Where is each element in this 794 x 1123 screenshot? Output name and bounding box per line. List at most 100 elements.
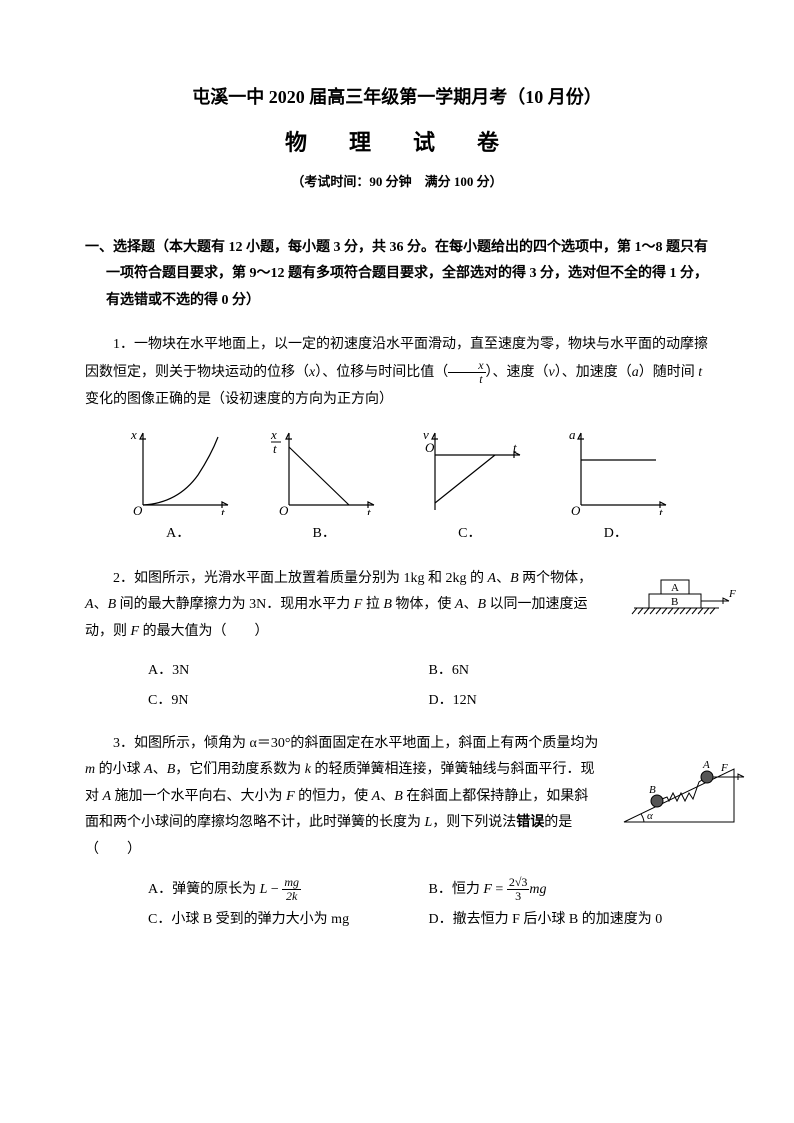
q1c-o: O [425, 440, 435, 455]
q3-fig-b: B [649, 784, 656, 796]
q1-opt-b: B． [313, 521, 336, 548]
q3-B: B [167, 762, 176, 777]
q1b-o: O [279, 503, 289, 515]
q1-e: ）随时间 [639, 365, 699, 380]
q1-opt-a: A． [166, 521, 190, 548]
q2-B: B [510, 571, 519, 586]
q3b-F: F [483, 882, 492, 897]
q3-text: 3．如图所示，倾角为 α＝30°的斜面固定在水平地面上，斜面上有两个质量均为 m… [85, 731, 709, 864]
q1d-ylabel: a [569, 427, 576, 442]
q3-j: ，则下列说法 [432, 815, 516, 830]
q1-frac-den: t [448, 373, 485, 386]
q1-options: A． B． C． D． [105, 521, 689, 548]
q1-opt-c: C． [458, 521, 481, 548]
q1c-xlabel: t [513, 440, 517, 455]
q3-opt-a: A．弹簧的原长为 L − mg2k [148, 876, 429, 904]
q3-g: 的恒力，使 [295, 789, 372, 804]
header-info: （考试时间：90 分钟 满分 100 分） [85, 170, 709, 195]
q2-d: 、 [94, 597, 108, 612]
q3b-den: 3 [507, 890, 530, 903]
q1-d: ）、加速度（ [555, 365, 632, 380]
q2-A: A [488, 571, 497, 586]
q3-A2: A [103, 789, 112, 804]
q2-opt-b: B．6N [429, 658, 710, 685]
q2-opts-row2: C．9N D．12N [148, 688, 709, 715]
q2-figure: A B F [629, 572, 739, 627]
q2-F2: F [131, 624, 140, 639]
q3a-num: mg [282, 876, 301, 890]
q2-text: 2．如图所示，光滑水平面上放置着质量分别为 1kg 和 2kg 的 A、B 两个… [85, 566, 709, 646]
q2-opt-a: A．3N [148, 658, 429, 685]
q2-B4: B [477, 597, 486, 612]
q1-a2: a [632, 365, 639, 380]
q2-opt-d: D．12N [429, 688, 710, 715]
q2-e: 间的最大静摩擦力为 3N．现用水平力 [116, 597, 354, 612]
q3-err: 错误 [516, 815, 544, 830]
section1-heading: 一、选择题（本大题有 12 小题，每小题 3 分，共 36 分。在每小题给出的四… [85, 235, 709, 315]
q3b-pre: B．恒力 [429, 882, 484, 897]
q3-opt-d: D．撤去恒力 F 后小球 B 的加速度为 0 [429, 907, 710, 934]
q3-opt-b: B．恒力 F = 2√33mg [429, 876, 710, 904]
q1-f: 变化的图像正确的是（设初速度的方向为正方向） [85, 392, 393, 407]
q3-c: 、 [153, 762, 167, 777]
q2-fig-b: B [671, 596, 678, 608]
q2-j: 的最大值为（ ） [139, 624, 269, 639]
q2-b: 、 [496, 571, 510, 586]
q1-c: ）、速度（ [486, 365, 549, 380]
q1a-xlabel: t [221, 505, 225, 515]
q3a-minus: − [267, 882, 282, 897]
q3-b: 的小球 [95, 762, 144, 777]
q1d-xlabel: t [659, 505, 663, 515]
q1-charts: x O t x t O t v O t a O t [105, 425, 689, 515]
q2-opts-row1: A．3N B．6N [148, 658, 709, 685]
q1-frac-num: x [448, 359, 485, 373]
header-title: 屯溪一中 2020 届高三年级第一学期月考（10 月份） [85, 80, 709, 114]
q2-h: 、 [463, 597, 477, 612]
q3-fig-f: F [720, 762, 728, 774]
q3b-mg: mg [529, 882, 546, 897]
q1-chart-d: a O t [561, 425, 671, 515]
q1-chart-b: x t O t [269, 425, 379, 515]
q3-A: A [144, 762, 153, 777]
q2-opt-c: C．9N [148, 688, 429, 715]
q2-f: 拉 [362, 597, 383, 612]
q3-figure: A B F α [619, 757, 749, 832]
q2-g: 物体，使 [392, 597, 455, 612]
q3b-num: 2√3 [507, 876, 530, 890]
q3-a: 3．如图所示，倾角为 α＝30°的斜面固定在水平地面上，斜面上有两个质量均为 [113, 736, 598, 751]
q1-t: t [698, 365, 702, 380]
q1-b: ）、位移与时间比值（ [315, 365, 448, 380]
q3-h: 、 [380, 789, 394, 804]
q1-chart-c: v O t [415, 425, 525, 515]
q1a-ylabel: x [130, 427, 137, 442]
q3-f: 施加一个水平向右、大小为 [111, 789, 286, 804]
q1a-o: O [133, 503, 143, 515]
q3-fig-a: A [702, 759, 710, 771]
q3-m: m [85, 762, 95, 777]
q3-F: F [286, 789, 295, 804]
q3-opt-c: C．小球 B 受到的弹力大小为 mg [148, 907, 429, 934]
q3-fig-alpha: α [647, 810, 653, 822]
q1b-ylabel2: t [273, 441, 277, 456]
q2-fig-a: A [671, 582, 679, 594]
q2-B2: B [108, 597, 117, 612]
q3-opts-row1: A．弹簧的原长为 L − mg2k B．恒力 F = 2√33mg [148, 876, 709, 904]
q2: 2．如图所示，光滑水平面上放置着质量分别为 1kg 和 2kg 的 A、B 两个… [85, 566, 709, 646]
q1b-ylabel: x [270, 427, 277, 442]
q3a-den: 2k [282, 890, 301, 903]
header-subject: 物 理 试 卷 [85, 122, 709, 164]
q1-chart-a: x O t [123, 425, 233, 515]
q2-A2: A [85, 597, 94, 612]
q2-B3: B [383, 597, 392, 612]
q3a-pre: A．弹簧的原长为 [148, 882, 260, 897]
q1-opt-d: D． [604, 521, 628, 548]
q1d-o: O [571, 503, 581, 515]
q2-fig-f: F [728, 588, 736, 600]
q3-A3: A [372, 789, 381, 804]
q3a-frac: mg2k [282, 876, 301, 903]
q3-B2: B [394, 789, 403, 804]
q2-a: 2．如图所示，光滑水平面上放置着质量分别为 1kg 和 2kg 的 [113, 571, 488, 586]
q3b-frac: 2√33 [507, 876, 530, 903]
q1-text: 1．一物块在水平地面上，以一定的初速度沿水平面滑动，直至速度为零，物块与水平面的… [85, 332, 709, 413]
q3-opts-row2: C．小球 B 受到的弹力大小为 mg D．撤去恒力 F 后小球 B 的加速度为 … [148, 907, 709, 934]
